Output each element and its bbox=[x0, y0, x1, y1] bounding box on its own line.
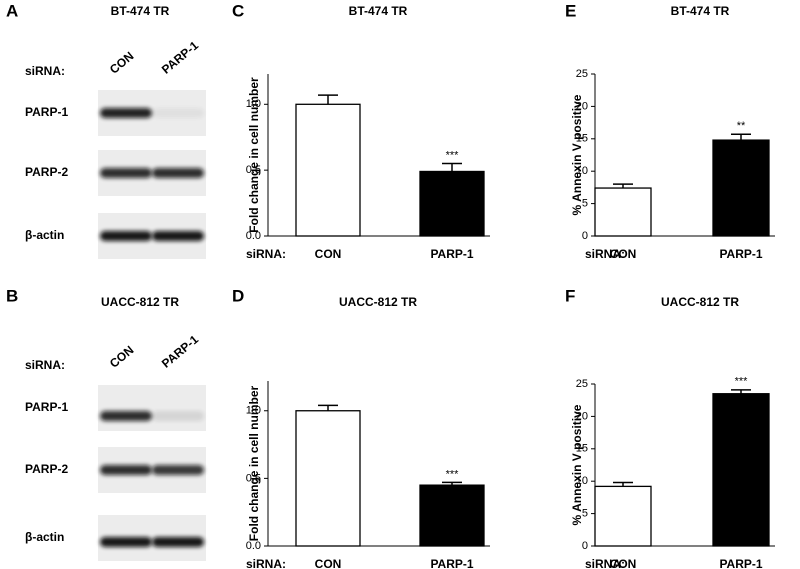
y-tick-label: 0.5 bbox=[246, 472, 261, 484]
panel-letter: B bbox=[6, 286, 18, 305]
row-label: β-actin bbox=[25, 530, 64, 544]
chart-title: UACC-812 TR bbox=[661, 295, 739, 309]
y-tick-label: 20 bbox=[576, 100, 588, 112]
chart-title: BT-474 TR bbox=[349, 4, 408, 18]
panel-title: UACC-812 TR bbox=[101, 295, 179, 309]
y-tick-label: 20 bbox=[576, 410, 588, 422]
y-tick-label: 10 bbox=[576, 475, 588, 487]
blot-band bbox=[152, 411, 204, 421]
y-axis-label: Fold change in cell number bbox=[247, 77, 261, 233]
sirna-label: siRNA: bbox=[25, 64, 65, 78]
blot-band bbox=[100, 465, 152, 475]
row-label: PARP-2 bbox=[25, 165, 68, 179]
row-label: PARP-1 bbox=[25, 400, 68, 414]
panel-letter: E bbox=[565, 1, 576, 20]
x-tick-label: PARP-1 bbox=[430, 247, 473, 261]
y-tick-label: 0 bbox=[582, 230, 588, 242]
bar bbox=[712, 393, 770, 547]
blot-band bbox=[100, 168, 152, 178]
lane-label: CON bbox=[107, 49, 136, 77]
lane-label: PARP-1 bbox=[159, 332, 201, 371]
bar bbox=[712, 139, 770, 237]
y-tick-label: 5 bbox=[582, 198, 588, 210]
sirna-label: siRNA: bbox=[25, 358, 65, 372]
blot-band bbox=[100, 108, 152, 118]
chart-title: UACC-812 TR bbox=[339, 295, 417, 309]
significance: ** bbox=[737, 120, 746, 132]
bar bbox=[295, 410, 361, 547]
x-axis-label: siRNA: bbox=[585, 557, 625, 569]
x-axis-label: siRNA: bbox=[585, 247, 625, 261]
y-tick-label: 15 bbox=[576, 443, 588, 455]
significance: *** bbox=[446, 149, 460, 161]
blot-band bbox=[100, 537, 152, 547]
blot-band bbox=[100, 231, 152, 241]
bar bbox=[295, 103, 361, 237]
y-axis-label: % Annexin V positive bbox=[570, 404, 584, 525]
bar bbox=[419, 170, 485, 237]
bar bbox=[594, 485, 652, 547]
blot-band bbox=[152, 465, 204, 475]
blot-background bbox=[98, 385, 206, 431]
blot-band bbox=[152, 108, 204, 118]
bar bbox=[594, 187, 652, 237]
y-axis-label: Fold change in cell number bbox=[247, 385, 261, 541]
panel-letter: C bbox=[232, 1, 244, 20]
panel-letter: A bbox=[6, 1, 18, 20]
chart-title: BT-474 TR bbox=[671, 4, 730, 18]
y-tick-label: 25 bbox=[576, 68, 588, 80]
y-tick-label: 0.0 bbox=[246, 540, 261, 552]
y-tick-label: 0 bbox=[582, 540, 588, 552]
x-axis-label: siRNA: bbox=[246, 247, 286, 261]
x-axis-label: siRNA: bbox=[246, 557, 286, 569]
bar bbox=[419, 484, 485, 547]
blot-band bbox=[100, 411, 152, 421]
lane-label: CON bbox=[107, 343, 136, 371]
y-tick-label: 1.0 bbox=[246, 98, 261, 110]
row-label: PARP-1 bbox=[25, 105, 68, 119]
row-label: PARP-2 bbox=[25, 462, 68, 476]
x-tick-label: CON bbox=[315, 557, 342, 569]
y-tick-label: 10 bbox=[576, 165, 588, 177]
y-tick-label: 0.5 bbox=[246, 164, 261, 176]
panel-letter: D bbox=[232, 286, 244, 305]
y-tick-label: 0.0 bbox=[246, 230, 261, 242]
blot-band bbox=[152, 537, 204, 547]
blot-band bbox=[152, 168, 204, 178]
panel-title: BT-474 TR bbox=[111, 4, 170, 18]
y-tick-label: 15 bbox=[576, 133, 588, 145]
row-label: β-actin bbox=[25, 228, 64, 242]
y-tick-label: 1.0 bbox=[246, 405, 261, 417]
x-tick-label: PARP-1 bbox=[719, 247, 762, 261]
x-tick-label: PARP-1 bbox=[430, 557, 473, 569]
x-tick-label: PARP-1 bbox=[719, 557, 762, 569]
significance: *** bbox=[735, 376, 749, 388]
x-tick-label: CON bbox=[315, 247, 342, 261]
panel-letter: F bbox=[565, 286, 575, 305]
significance: *** bbox=[446, 468, 460, 480]
x-tick-label: CON bbox=[610, 247, 637, 261]
y-tick-label: 25 bbox=[576, 378, 588, 390]
y-axis-label: % Annexin V positive bbox=[570, 94, 584, 215]
y-tick-label: 5 bbox=[582, 508, 588, 520]
blot-band bbox=[152, 231, 204, 241]
x-tick-label: CON bbox=[610, 557, 637, 569]
lane-label: PARP-1 bbox=[159, 38, 201, 77]
